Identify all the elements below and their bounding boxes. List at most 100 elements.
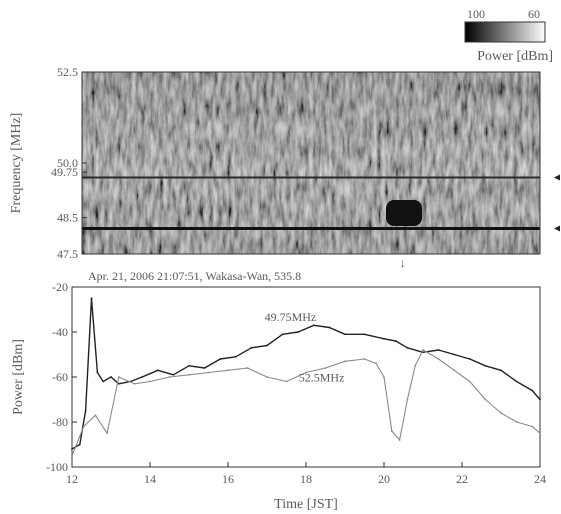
power-x-tick-label: 20 xyxy=(378,472,390,486)
power-x-tick-label: 12 xyxy=(66,472,78,486)
power-series-point xyxy=(96,371,99,374)
power-series-point xyxy=(484,364,487,367)
power-y-tick-label: -60 xyxy=(52,370,68,384)
power-series-point xyxy=(344,360,346,363)
power-series-point xyxy=(102,380,105,383)
spectrogram-panel: 52.5 50.049.75 48.5 47.5 ↓ Frequency [MHz] xyxy=(9,65,560,270)
power-series-point xyxy=(117,376,120,378)
spectrogram-y-axis-title: Frequency [MHz] xyxy=(9,113,24,214)
power-series-point xyxy=(468,358,471,360)
spectrogram-side-marker xyxy=(554,225,560,232)
power-series-point xyxy=(156,369,159,372)
power-series-point xyxy=(484,398,487,401)
power-series-point xyxy=(531,425,534,428)
power-series-point xyxy=(172,373,175,376)
power-series-point xyxy=(188,373,190,376)
power-series-point xyxy=(266,344,268,347)
colorbar: 100 60 Power [dBm] xyxy=(464,7,553,64)
power-series-point xyxy=(500,369,502,372)
power-series-point xyxy=(312,324,315,327)
power-y-axis-title: Power [dBm] xyxy=(11,339,26,415)
power-series-point xyxy=(398,439,401,441)
power-series-point xyxy=(133,382,136,385)
power-series-point xyxy=(453,353,456,356)
power-series-point xyxy=(285,380,288,383)
power-series-point xyxy=(78,443,81,446)
power-series-point xyxy=(250,346,253,349)
power-series-point xyxy=(203,367,206,369)
power-x-tick-label: 24 xyxy=(534,472,546,486)
power-panel-title: Apr. 21, 2006 21:07:51, Wakasa-Wan, 535.… xyxy=(88,269,301,283)
power-series-point xyxy=(266,376,268,378)
power-series-point xyxy=(117,382,120,385)
colorbar-min-label: 100 xyxy=(467,7,485,21)
power-series-point xyxy=(90,297,93,300)
power-series-point xyxy=(437,349,440,351)
colorbar-max-label: 60 xyxy=(528,7,540,21)
power-series-point xyxy=(297,331,300,333)
power-series-point xyxy=(363,333,366,336)
power-series-point xyxy=(531,389,534,392)
colorbar-gradient xyxy=(464,21,546,43)
spectrogram-y-tick-label: 48.5 xyxy=(57,211,78,225)
power-series-point xyxy=(82,425,85,428)
power-x-tick-label: 16 xyxy=(222,472,234,486)
power-series-annotation: 49.75MHz xyxy=(265,310,317,324)
power-x-tick-label: 22 xyxy=(456,472,468,486)
power-series-point xyxy=(71,448,73,450)
power-y-tick-label: -40 xyxy=(52,325,68,339)
power-series-point xyxy=(324,367,327,369)
power-series-annotation: 52.5MHz xyxy=(299,371,345,385)
power-series-point xyxy=(328,326,331,329)
power-series-point xyxy=(383,376,385,378)
spectrogram-texture xyxy=(82,72,540,254)
power-series-point xyxy=(94,414,97,417)
spectrogram-y-tick-label: 49.75 xyxy=(51,165,78,179)
power-series-point xyxy=(106,432,108,435)
power-series-point xyxy=(375,362,378,365)
spectrogram-y-tick-label: 47.5 xyxy=(57,247,78,261)
power-series-point xyxy=(110,376,112,378)
spectrogram-time-marker: ↓ xyxy=(400,256,406,270)
power-x-axis-title: Time [JST] xyxy=(274,497,338,512)
power-series-line xyxy=(71,297,541,450)
power-series-point xyxy=(305,371,307,374)
power-series-point xyxy=(468,380,471,383)
power-series-point xyxy=(539,432,541,435)
power-series-point xyxy=(71,454,73,457)
power-y-tick-label: -80 xyxy=(52,415,68,429)
power-series-point xyxy=(227,369,229,372)
power-series-point xyxy=(363,358,366,360)
power-x-tick-label: 14 xyxy=(144,472,156,486)
power-series-line xyxy=(71,349,541,457)
power-series-point xyxy=(394,340,397,342)
power-series-point xyxy=(344,333,346,336)
power-series-point xyxy=(234,355,237,358)
power-series-point xyxy=(453,369,456,372)
power-series-point xyxy=(539,398,541,401)
colorbar-title: Power [dBm] xyxy=(477,49,553,64)
power-panel: Apr. 21, 2006 21:07:51, Wakasa-Wan, 535.… xyxy=(11,269,546,512)
spectrogram-side-marker xyxy=(554,174,560,181)
power-y-tick-label: -20 xyxy=(52,280,68,294)
power-series-point xyxy=(281,333,284,336)
power-series-point xyxy=(422,349,424,351)
power-series-point xyxy=(141,376,144,378)
power-series-point xyxy=(406,346,409,349)
power-series-point xyxy=(437,358,440,360)
spectrogram-event-blob xyxy=(386,200,422,226)
spectrogram-y-tick-label: 52.5 xyxy=(57,65,78,79)
power-series-point xyxy=(500,412,502,414)
power-series-point xyxy=(84,409,87,412)
power-series-point xyxy=(149,380,151,383)
power-series-point xyxy=(414,364,417,367)
power-series-point xyxy=(390,430,393,432)
power-x-tick-label: 18 xyxy=(300,472,312,486)
power-series-point xyxy=(515,380,518,383)
power-series-point xyxy=(168,376,171,378)
power-series-point xyxy=(207,371,210,374)
power-series-point xyxy=(219,358,222,360)
power-y-tick-label: -100 xyxy=(46,460,68,474)
power-series-point xyxy=(515,421,518,423)
